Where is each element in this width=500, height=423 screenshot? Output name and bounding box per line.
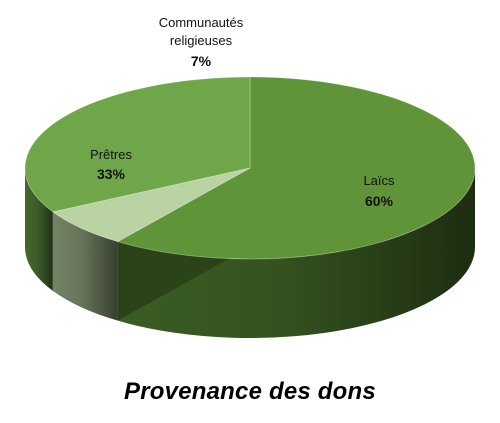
pie-slice-communautes (51, 167, 251, 243)
pie-side-pretres (25, 168, 53, 291)
pie-slice-pretres (24, 76, 251, 213)
pie-slices (24, 76, 476, 260)
slice-label-name-lines: Communautés (159, 15, 244, 30)
slice-label-name-pretres: Prêtres (90, 147, 132, 162)
slice-label-value-laics: 60% (365, 193, 394, 209)
chart-title: Provenance des dons (124, 378, 376, 405)
pie-slice-laics (116, 76, 476, 260)
slice-label-value-communautes: 7% (191, 53, 212, 69)
slice-label-name-lines-2: religieuses (170, 33, 233, 48)
slice-label-name-laics: Laïcs (363, 173, 395, 188)
pie-side-laics (117, 168, 475, 338)
pie-side-communautes (52, 211, 118, 321)
pie-labels: Communautés religieuses 7% Prêtres 33% L… (90, 15, 395, 209)
slice-label-value-pretres: 33% (97, 166, 126, 182)
